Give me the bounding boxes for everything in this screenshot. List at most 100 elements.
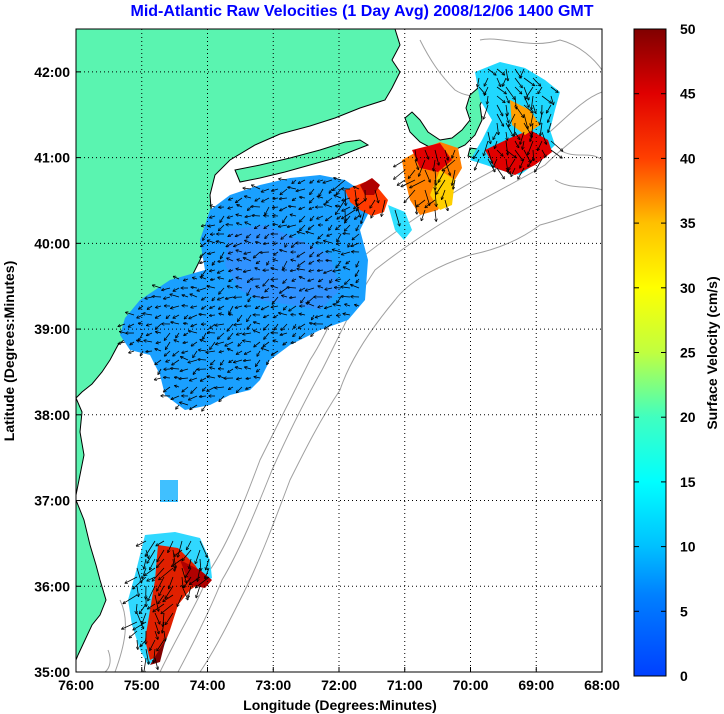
velocity-vector bbox=[300, 314, 306, 315]
velocity-vector bbox=[291, 315, 297, 316]
velocity-vector bbox=[144, 558, 147, 569]
velocity-vector bbox=[208, 333, 216, 334]
velocity-vector bbox=[371, 209, 376, 218]
velocity-vector bbox=[147, 549, 156, 563]
velocity-vector bbox=[435, 209, 436, 221]
velocity-vector bbox=[345, 278, 351, 284]
velocity-vector bbox=[341, 296, 351, 297]
velocity-vector bbox=[237, 333, 243, 335]
velocity-vector bbox=[174, 277, 180, 280]
velocity-vector bbox=[158, 594, 165, 603]
velocity-vector bbox=[280, 250, 288, 253]
velocity-vector bbox=[245, 196, 252, 198]
velocity-vector bbox=[210, 270, 216, 271]
velocity-vector bbox=[228, 368, 234, 372]
velocity-vector bbox=[550, 86, 558, 92]
velocity-vector bbox=[147, 324, 153, 325]
velocity-vector bbox=[523, 149, 531, 162]
velocity-vector bbox=[210, 206, 216, 208]
velocity-vector bbox=[129, 351, 135, 353]
land-virginia-carolina bbox=[76, 499, 107, 661]
velocity-vector bbox=[119, 342, 126, 344]
velocity-vector bbox=[333, 250, 342, 253]
velocity-vector bbox=[211, 359, 216, 365]
colorbar-ticks: 0 5 10 15 20 25 30 35 40 45 50 bbox=[634, 21, 696, 684]
velocity-vector bbox=[229, 270, 234, 271]
velocity-vector bbox=[202, 305, 207, 309]
velocity-vector bbox=[261, 297, 270, 298]
velocity-vector bbox=[133, 576, 147, 589]
y-tick-label: 39:00 bbox=[34, 321, 70, 337]
velocity-vector bbox=[168, 540, 174, 552]
velocity-vector bbox=[236, 215, 243, 216]
velocity-vector bbox=[487, 131, 491, 143]
velocity-vector bbox=[310, 188, 315, 194]
velocity-vector bbox=[237, 378, 243, 379]
velocity-vector bbox=[254, 251, 261, 258]
velocity-vector bbox=[290, 233, 297, 237]
velocity-vector bbox=[246, 378, 252, 379]
velocity-vector bbox=[262, 188, 270, 192]
velocity-vector bbox=[410, 179, 426, 188]
velocity-vector bbox=[283, 341, 288, 345]
velocity-vector bbox=[123, 594, 138, 603]
velocity-vector bbox=[218, 376, 225, 379]
velocity-vector bbox=[173, 287, 180, 291]
velocity-vector bbox=[484, 104, 489, 119]
velocity-vector bbox=[293, 332, 297, 336]
velocity-vector bbox=[272, 296, 279, 304]
velocity-vector bbox=[191, 287, 198, 288]
velocity-vector bbox=[247, 314, 252, 321]
velocity-vector bbox=[182, 549, 192, 560]
velocity-vector bbox=[228, 233, 234, 236]
velocity-vector bbox=[487, 149, 492, 163]
map-plot: 76:00 75:00 74:00 73:00 72:00 71:00 70:00 69:00… bbox=[1, 28, 620, 713]
velocity-vector bbox=[514, 104, 524, 117]
velocity-vector bbox=[220, 215, 225, 222]
velocity-vector bbox=[220, 351, 225, 352]
velocity-vector bbox=[146, 351, 153, 352]
velocity-vector bbox=[211, 279, 216, 280]
velocity-vector bbox=[178, 540, 183, 557]
velocity-vector bbox=[162, 621, 165, 633]
velocity-vector bbox=[301, 296, 306, 303]
velocity-vector bbox=[414, 159, 418, 169]
velocity-vector bbox=[509, 113, 516, 126]
velocity-vector bbox=[520, 68, 525, 78]
velocity-vector bbox=[243, 333, 252, 334]
velocity-vector bbox=[283, 278, 288, 283]
velocity-vector bbox=[280, 188, 288, 194]
velocity-vector bbox=[229, 252, 234, 254]
velocity-vector bbox=[164, 377, 171, 378]
colorbar-label: Surface Velocity (cm/s) bbox=[704, 276, 720, 429]
velocity-vector bbox=[210, 367, 216, 369]
velocity-vector bbox=[207, 286, 216, 289]
velocity-vector bbox=[191, 306, 198, 308]
velocity-vector bbox=[511, 167, 516, 176]
velocity-vector bbox=[487, 158, 495, 172]
velocity-vector bbox=[342, 206, 351, 211]
velocity-vector bbox=[398, 179, 406, 185]
velocity-vector bbox=[484, 140, 489, 155]
velocity-vector bbox=[196, 576, 210, 588]
y-tick-label: 42:00 bbox=[34, 64, 70, 80]
velocity-vector bbox=[228, 332, 234, 339]
x-tick-label: 74:00 bbox=[190, 677, 226, 693]
velocity-vector bbox=[188, 359, 198, 363]
velocity-vector bbox=[293, 197, 297, 200]
velocity-vector bbox=[217, 241, 225, 243]
velocity-vector bbox=[493, 131, 498, 139]
velocity-vector bbox=[525, 86, 534, 99]
velocity-vector bbox=[236, 278, 243, 280]
velocity-vector bbox=[334, 195, 342, 199]
velocity-vector bbox=[157, 342, 162, 343]
velocity-vector bbox=[518, 167, 525, 179]
velocity-vector bbox=[272, 350, 279, 355]
velocity-vector bbox=[237, 350, 243, 354]
velocity-vector bbox=[318, 270, 324, 271]
velocity-vector bbox=[153, 297, 162, 298]
velocity-vector bbox=[283, 260, 288, 269]
x-tick-label: 70:00 bbox=[453, 677, 489, 693]
velocity-vector bbox=[118, 323, 126, 326]
velocity-vector bbox=[297, 269, 306, 270]
